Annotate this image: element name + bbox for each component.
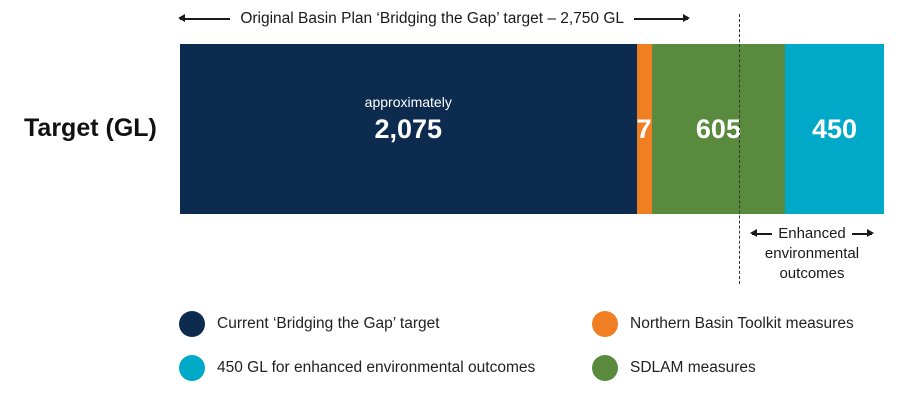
bar-segment-2: 605	[651, 44, 785, 214]
bar-segment-value-label: 2,075	[374, 114, 443, 144]
bar-segment-value-label: 450	[811, 114, 858, 144]
annotation-line-1: Enhanced	[742, 224, 882, 244]
right-arrow-icon	[851, 230, 874, 237]
legend-item-enhanced-outcomes: 450 GL for enhanced environmental outcom…	[179, 355, 535, 381]
legend-label: 450 GL for enhanced environmental outcom…	[217, 359, 536, 376]
bar-segment-value-label: 605	[695, 114, 741, 144]
bar-segment-value-label: 70	[637, 112, 667, 146]
legend-swatch-icon	[179, 355, 205, 381]
legend-item-sdlam: SDLAM measures	[592, 355, 756, 381]
bar-segment-0: approximately 2,075	[180, 44, 637, 214]
legend-item-current-target: Current ‘Bridging the Gap’ target	[179, 311, 440, 337]
annotation-line-2: environmental	[764, 245, 860, 262]
annotation-enhanced-outcomes: Enhanced environmental outcomes	[742, 224, 882, 284]
legend-label: Current ‘Bridging the Gap’ target	[217, 315, 440, 332]
legend-item-northern-basin: Northern Basin Toolkit measures	[592, 311, 854, 337]
annotation-line-3: outcomes	[779, 265, 845, 282]
bar-segment-qualifier: approximately	[364, 94, 452, 110]
bar-segment-1: 70	[636, 44, 667, 214]
right-arrow-icon	[634, 15, 691, 22]
chart-title: Original Basin Plan ‘Bridging the Gap’ t…	[178, 10, 691, 28]
legend-swatch-icon	[592, 311, 618, 337]
row-label: Target (GL)	[24, 114, 157, 142]
left-arrow-icon	[178, 15, 230, 22]
legend-swatch-icon	[592, 355, 618, 381]
chart-title-text: Original Basin Plan ‘Bridging the Gap’ t…	[240, 10, 625, 27]
bar-segment-3: 450	[785, 44, 884, 214]
legend-swatch-icon	[179, 311, 205, 337]
dashed-separator	[739, 14, 740, 284]
legend-label: Northern Basin Toolkit measures	[630, 315, 854, 332]
legend-label: SDLAM measures	[630, 359, 756, 376]
left-arrow-icon	[750, 230, 773, 237]
